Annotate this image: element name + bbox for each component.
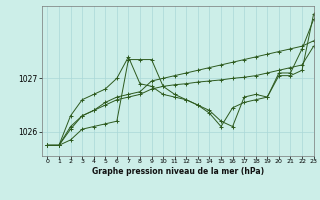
X-axis label: Graphe pression niveau de la mer (hPa): Graphe pression niveau de la mer (hPa) xyxy=(92,167,264,176)
